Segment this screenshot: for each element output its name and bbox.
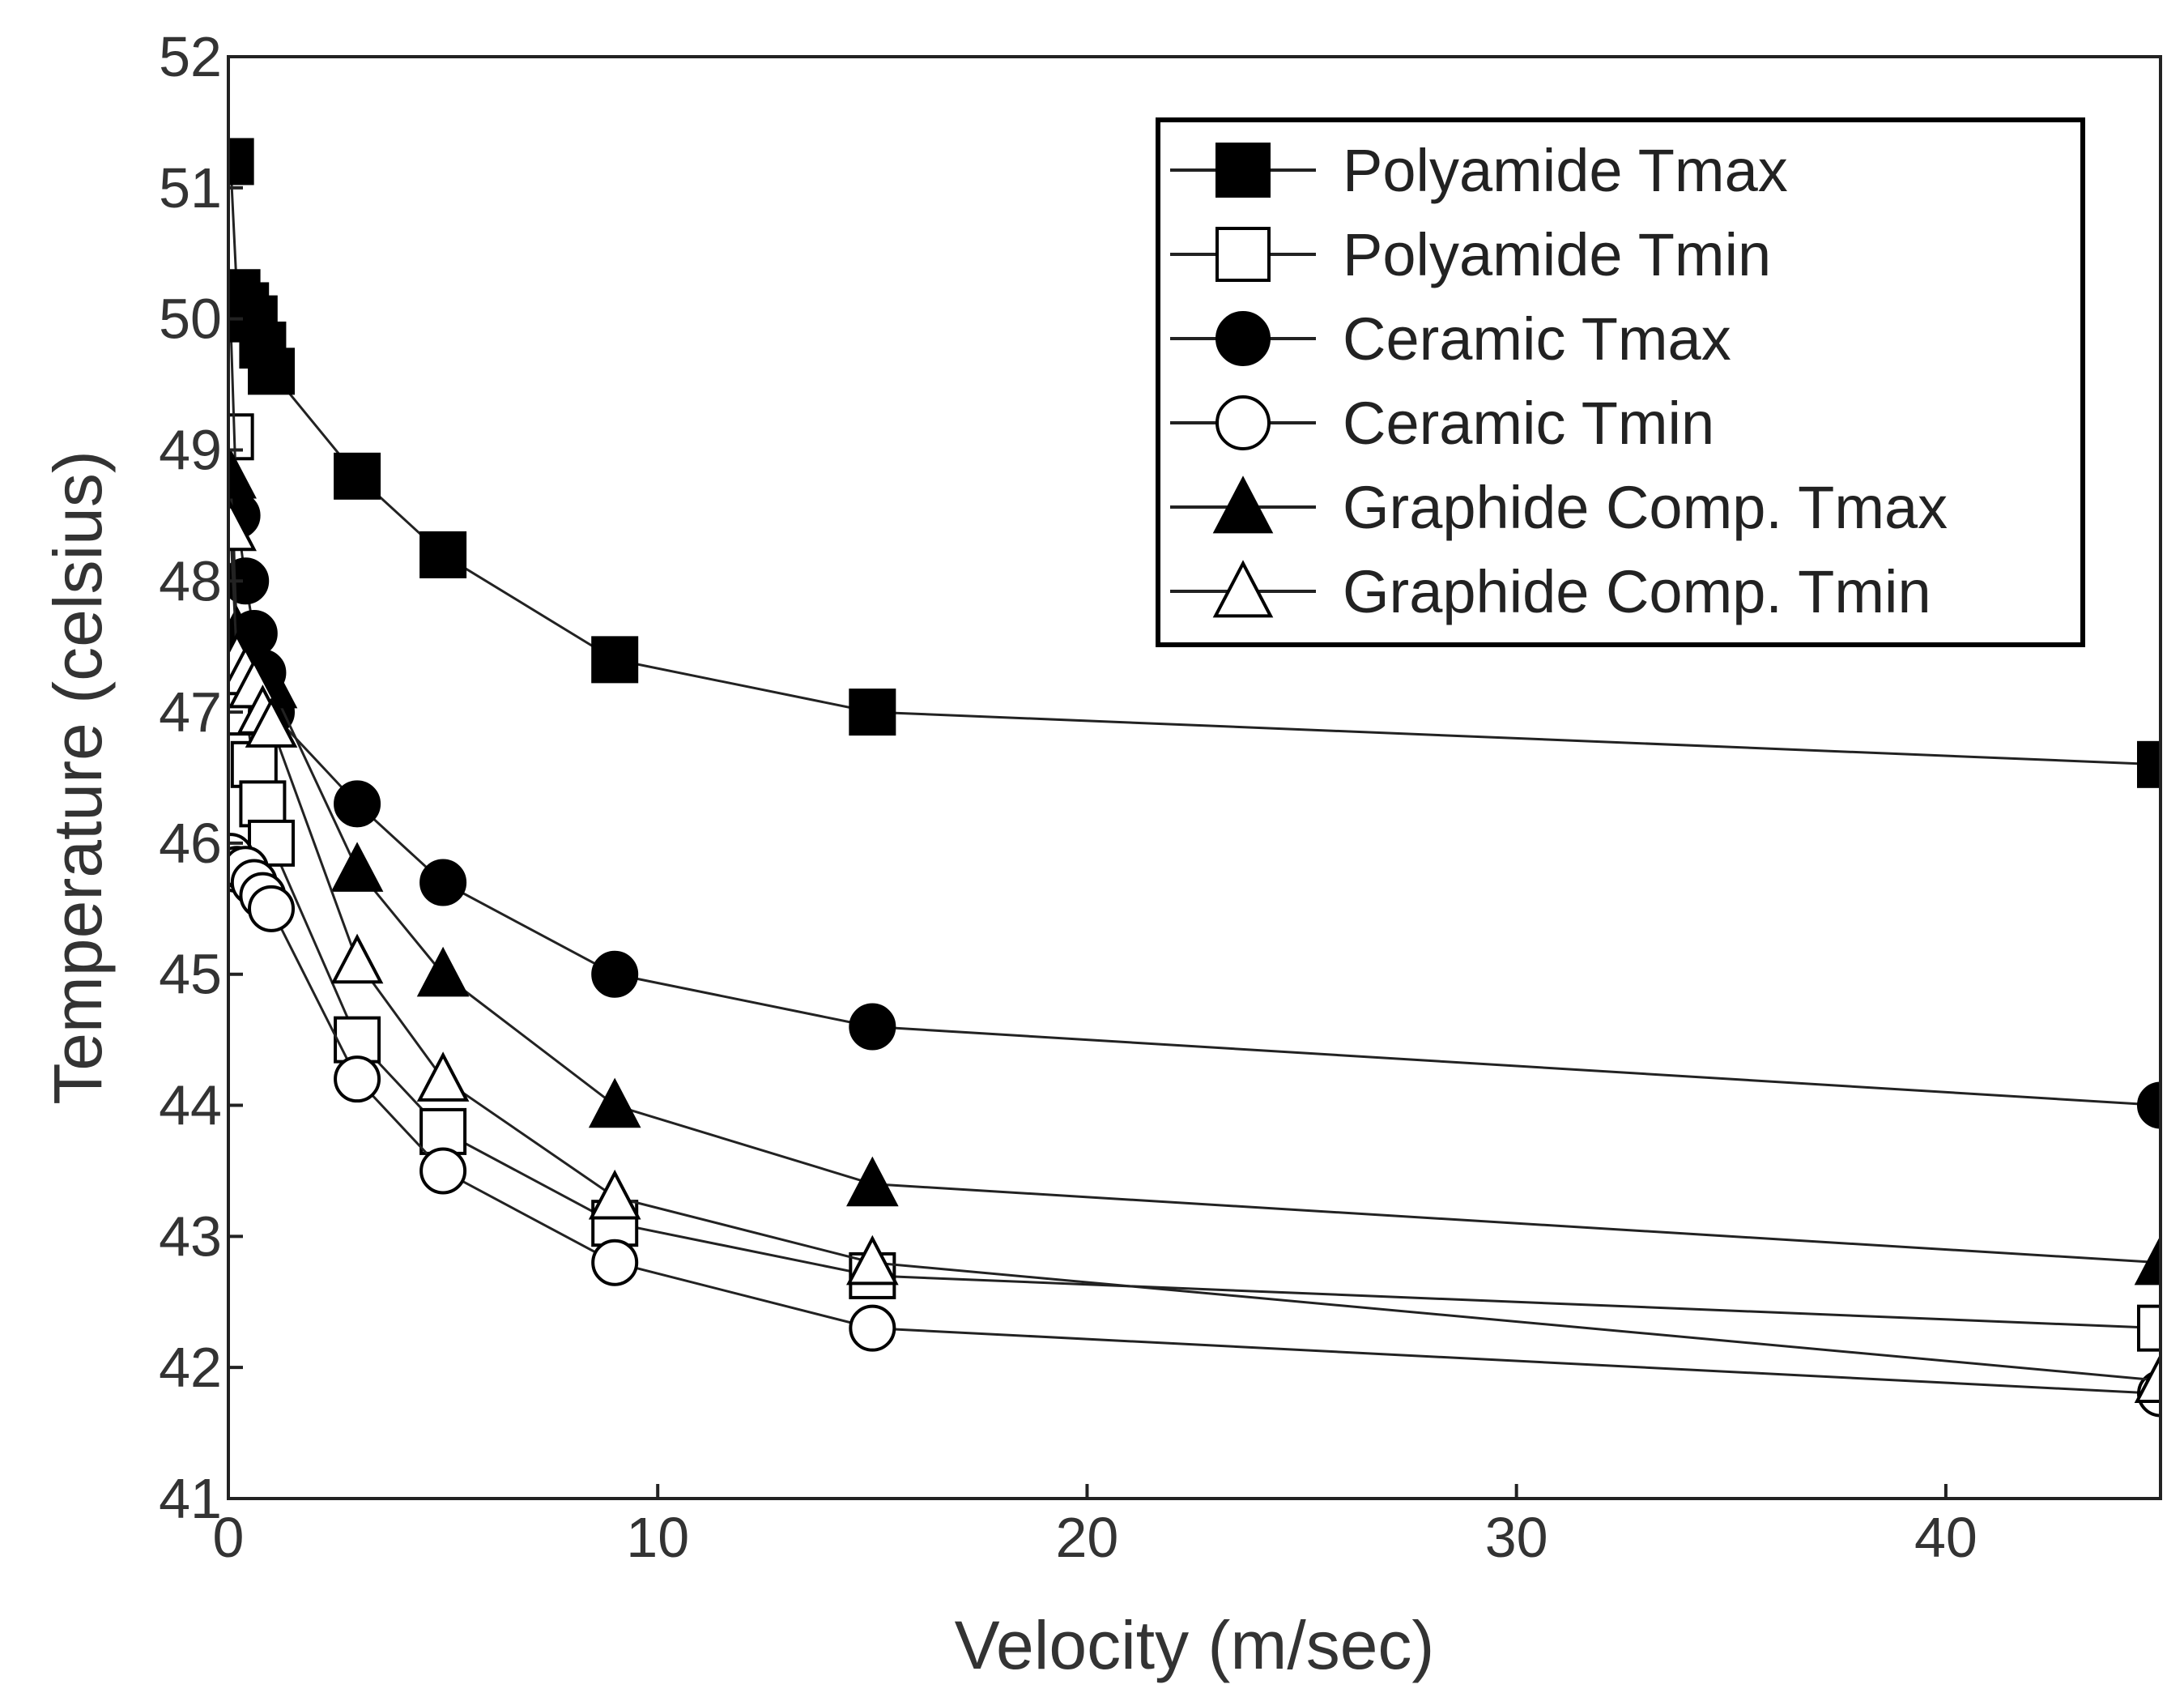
series-layer — [228, 138, 2161, 1418]
legend-marker — [1215, 311, 1271, 366]
legend-marker — [1215, 395, 1271, 450]
y-tick-label: 50 — [159, 288, 222, 351]
data-point — [416, 1051, 470, 1102]
legend-label: Ceramic Tmax — [1343, 305, 1731, 373]
data-point — [230, 740, 278, 788]
data-point — [419, 531, 467, 578]
x-tick-label: 40 — [1914, 1506, 1978, 1569]
data-point — [228, 138, 254, 185]
data-point — [334, 452, 381, 500]
data-point — [849, 1304, 896, 1352]
x-tick-label: 10 — [626, 1506, 689, 1569]
data-point — [846, 1234, 899, 1286]
y-tick-label: 43 — [159, 1205, 222, 1268]
data-point — [591, 950, 639, 998]
y-tick-label: 42 — [159, 1336, 222, 1399]
data-point — [228, 448, 257, 499]
data-point — [330, 842, 384, 892]
data-point — [334, 780, 381, 828]
y-tick-label: 48 — [159, 549, 222, 612]
data-point — [419, 1147, 467, 1195]
legend-label: Graphide Comp. Tmax — [1343, 474, 1948, 541]
x-tick-label: 30 — [1485, 1506, 1548, 1569]
legend-label: Polyamide Tmin — [1343, 221, 1771, 288]
y-tick-label: 45 — [159, 943, 222, 1006]
legend-item: Polyamide Tmax — [1170, 137, 1788, 204]
legend-label: Polyamide Tmax — [1343, 137, 1788, 204]
data-point — [334, 1016, 381, 1064]
series-graphide-comp-tmin — [228, 501, 2161, 1404]
data-point — [2137, 1081, 2161, 1129]
y-tick-label: 41 — [159, 1467, 222, 1530]
data-point — [588, 1169, 641, 1220]
data-point — [416, 946, 470, 997]
y-axis-ticks: 41 42 43 44 45 46 47 48 49 50 51 52 — [159, 25, 243, 1530]
y-tick-label: 51 — [159, 156, 222, 220]
legend: Polyamide Tmax Polyamide Tmin Ceramic Tmax… — [1156, 117, 2085, 647]
data-point — [2134, 1353, 2161, 1404]
data-point — [2137, 740, 2161, 788]
data-point — [591, 1239, 639, 1286]
data-point — [228, 501, 257, 552]
legend-item: Ceramic Tmin — [1170, 390, 1714, 457]
legend-item: Polyamide Tmin — [1170, 221, 1771, 288]
series-graphide-comp-tmax — [228, 448, 2161, 1286]
legend-marker — [1215, 227, 1271, 282]
y-tick-label: 49 — [159, 418, 222, 481]
series-line — [229, 855, 2161, 1396]
data-point — [334, 1055, 381, 1103]
legend-box — [1156, 117, 2085, 647]
legend-label: Graphide Comp. Tmin — [1343, 558, 1931, 625]
data-point — [591, 636, 639, 684]
legend-marker — [1215, 143, 1271, 198]
x-tick-label: 0 — [213, 1506, 245, 1569]
series-ceramic-tmin — [228, 833, 2161, 1418]
y-tick-label: 47 — [159, 680, 222, 744]
data-point — [2137, 1304, 2161, 1352]
y-tick-label: 44 — [159, 1074, 222, 1137]
data-point — [330, 933, 384, 984]
data-point — [239, 780, 287, 828]
x-tick-label: 20 — [1056, 1506, 1119, 1569]
legend-marker — [1212, 560, 1274, 618]
data-point — [2134, 1234, 2161, 1286]
data-point — [849, 689, 896, 736]
y-tick-label: 46 — [159, 812, 222, 875]
data-point — [248, 348, 296, 395]
plot-frame — [227, 55, 2162, 1500]
data-point — [419, 859, 467, 906]
legend-marker — [1212, 475, 1274, 534]
legend-label: Ceramic Tmin — [1343, 390, 1714, 457]
data-point — [245, 697, 298, 748]
x-axis-title: Velocity (m/sec) — [955, 1607, 1435, 1683]
data-point — [588, 1077, 641, 1128]
y-axis-title: Temperature (celsius) — [40, 450, 116, 1105]
x-axis-ticks: 0 10 20 30 40 — [213, 1484, 1978, 1569]
data-point — [419, 1107, 467, 1155]
data-point — [846, 1156, 899, 1207]
data-point — [248, 885, 296, 932]
y-tick-label: 52 — [159, 25, 222, 88]
data-point — [849, 1003, 896, 1051]
data-point — [228, 557, 270, 605]
legend-item: Graphide Comp. Tmax — [1170, 474, 1948, 541]
legend-item: Graphide Comp. Tmin — [1170, 558, 1931, 625]
legend-item: Ceramic Tmax — [1170, 305, 1731, 373]
series-line — [229, 528, 2161, 1382]
